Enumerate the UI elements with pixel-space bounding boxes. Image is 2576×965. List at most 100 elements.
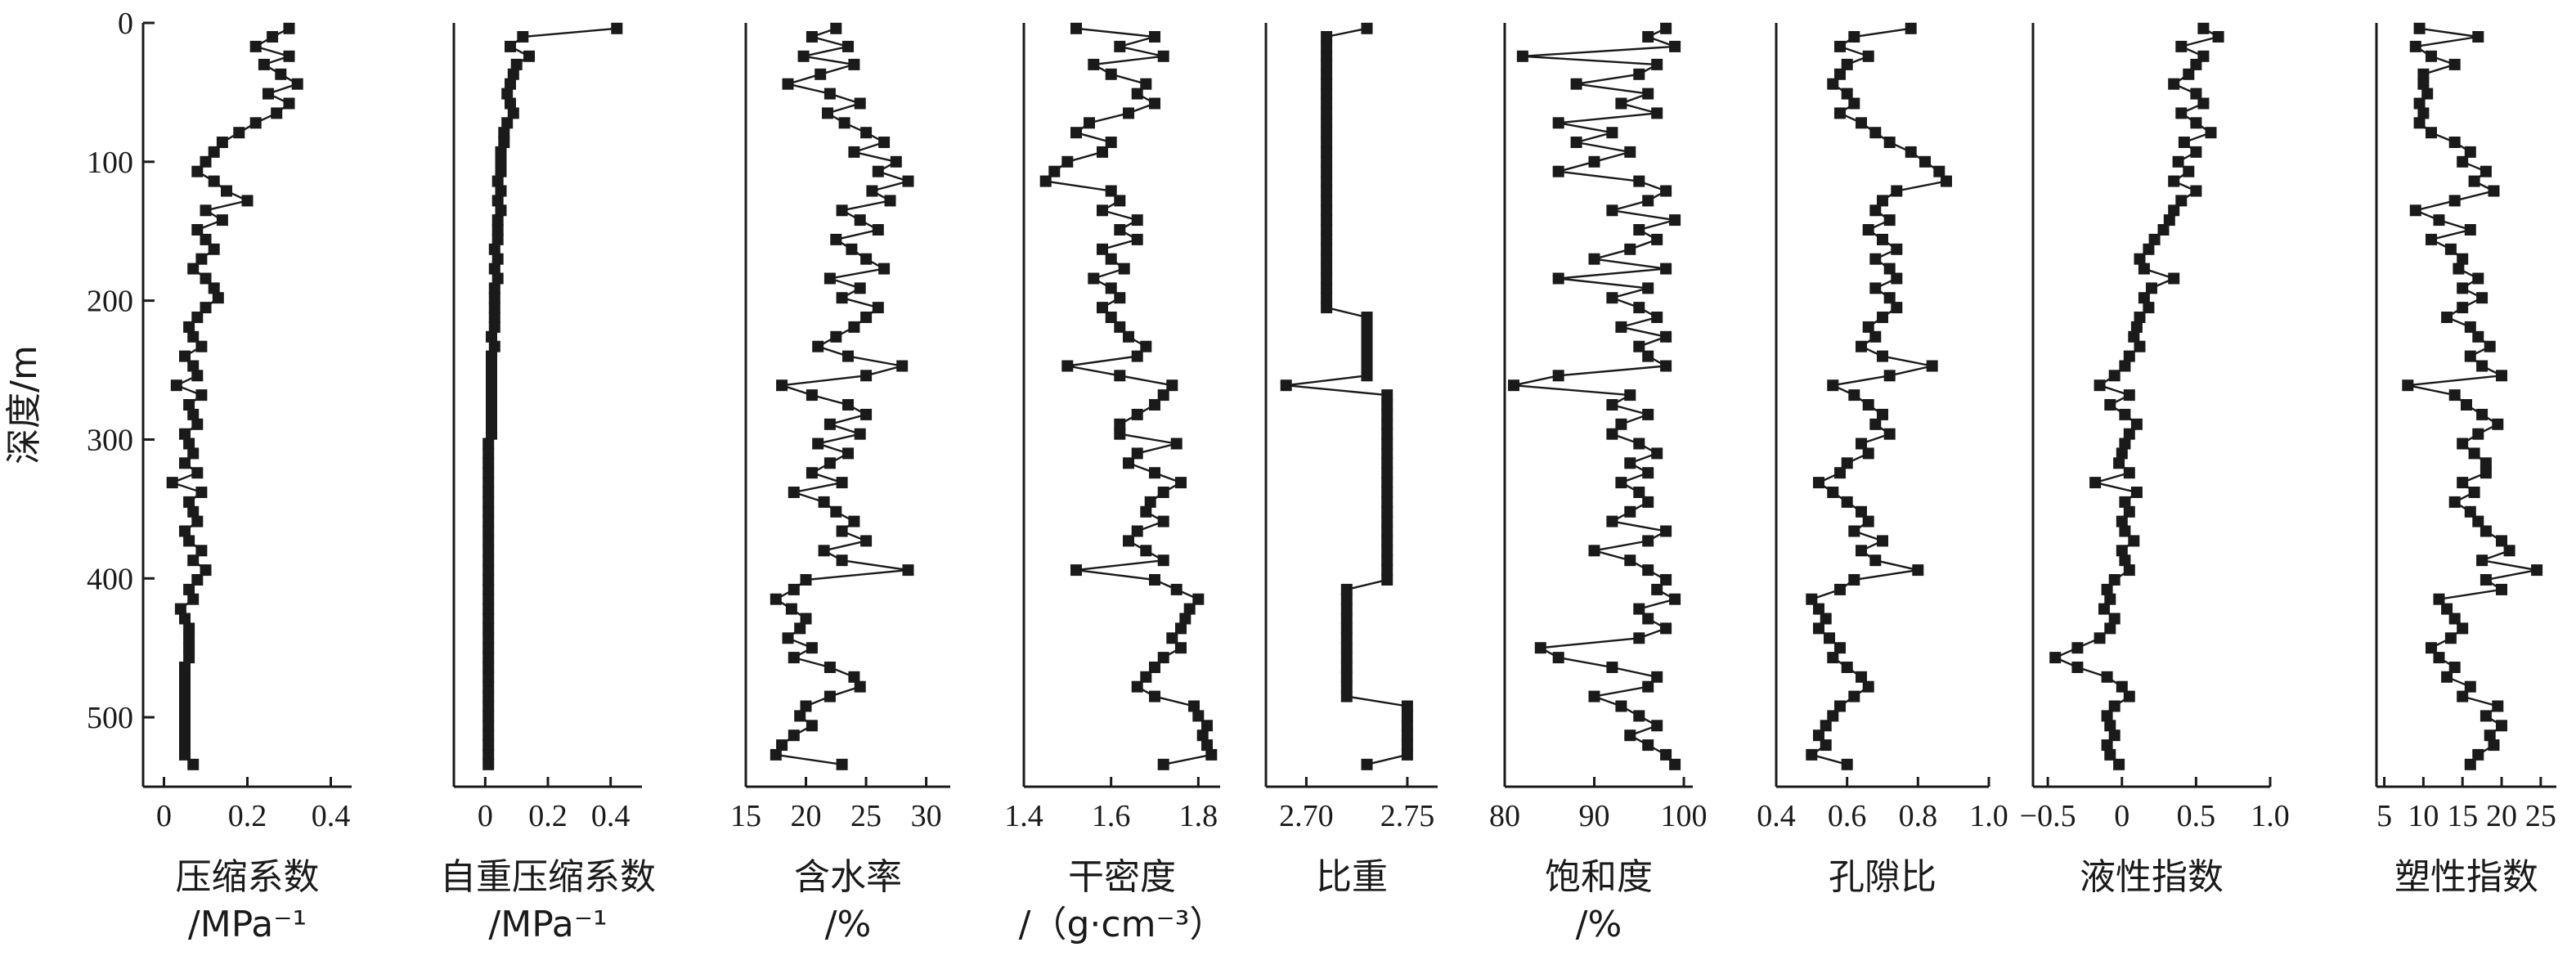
data-point [1651, 233, 1663, 245]
data-point [1615, 700, 1627, 712]
series-line [1513, 27, 1678, 765]
data-point [1877, 350, 1888, 362]
data-point [1401, 739, 1413, 752]
data-point [1552, 370, 1564, 382]
data-point [208, 146, 220, 158]
data-point [2148, 233, 2161, 245]
x-tick-label: 1.6 [1092, 799, 1131, 833]
data-point [221, 185, 232, 197]
data-point [1534, 642, 1546, 654]
panel-label: 自重压缩系数 [440, 856, 656, 898]
panel-unit-label: /% [1576, 904, 1622, 945]
data-point [2448, 662, 2461, 673]
data-point [1834, 700, 1846, 712]
data-point [1642, 739, 1654, 752]
data-point [486, 360, 497, 372]
data-point [1642, 535, 1654, 547]
data-point [212, 292, 224, 304]
data-point [1877, 233, 1888, 245]
data-point [505, 97, 516, 110]
data-point [848, 146, 860, 158]
data-point [2433, 214, 2445, 227]
data-point [2108, 574, 2120, 586]
data-point [1321, 195, 1333, 207]
data-point [1114, 321, 1126, 333]
data-point [1633, 438, 1645, 450]
data-point [482, 515, 495, 527]
data-point [1633, 302, 1645, 314]
data-point [1588, 155, 1600, 168]
data-point [1660, 574, 1672, 586]
data-point [1856, 117, 1867, 129]
data-point [1827, 710, 1839, 722]
data-point [836, 477, 848, 489]
data-point [611, 22, 623, 34]
data-point [2457, 477, 2469, 489]
data-point [1669, 593, 1681, 605]
data-point [860, 370, 873, 382]
data-point [179, 613, 191, 625]
data-point [482, 487, 495, 498]
data-point [1615, 97, 1627, 110]
data-point [1149, 662, 1160, 673]
data-point [1340, 593, 1353, 605]
data-point [2143, 302, 2155, 314]
data-point [842, 40, 854, 52]
data-point [2108, 729, 2120, 742]
data-point [1175, 622, 1187, 635]
data-point [830, 233, 842, 245]
data-point [482, 554, 495, 567]
data-point [1157, 50, 1169, 62]
data-point [2134, 340, 2146, 352]
data-point [482, 447, 495, 460]
data-point [1633, 68, 1645, 80]
data-point [1105, 253, 1117, 265]
x-tick-label: 0.2 [228, 799, 267, 833]
data-point [1841, 758, 1853, 770]
data-point [854, 97, 866, 110]
data-point [1088, 58, 1100, 70]
data-point [482, 574, 495, 586]
data-point [179, 428, 191, 440]
data-point [1381, 399, 1393, 411]
data-point [1856, 545, 1867, 557]
data-point [782, 78, 794, 90]
data-point [486, 370, 497, 382]
data-point [2134, 312, 2146, 323]
data-point [1196, 729, 1209, 742]
data-point [1361, 360, 1373, 372]
data-point [788, 487, 800, 498]
data-point [187, 330, 200, 343]
x-tick-label: 1.0 [2251, 799, 2290, 833]
data-point [482, 505, 495, 518]
series-line [1043, 27, 1214, 765]
data-point [1321, 137, 1333, 148]
data-point [1633, 487, 1645, 498]
data-point [1401, 748, 1413, 761]
data-point [806, 31, 818, 43]
data-point [283, 50, 295, 62]
data-point [1841, 496, 1853, 508]
data-point [2163, 214, 2175, 227]
data-point [1381, 477, 1393, 489]
data-point [1340, 613, 1353, 625]
data-point [1149, 399, 1160, 411]
data-point [2190, 185, 2202, 197]
x-tick-label: 0.2 [528, 799, 568, 833]
data-point [2457, 690, 2469, 702]
x-tick-label: 15 [2447, 799, 2478, 833]
data-point [195, 340, 208, 352]
data-point [2175, 40, 2188, 52]
data-point [1140, 78, 1152, 90]
data-point [1340, 583, 1353, 595]
data-point [1381, 389, 1393, 402]
data-point [1097, 204, 1108, 217]
data-point [848, 515, 860, 527]
data-point [1088, 272, 1100, 285]
data-point [1848, 574, 1860, 586]
x-tick-label: −0.5 [2020, 799, 2076, 833]
data-point [1877, 408, 1888, 420]
data-point [482, 613, 495, 625]
data-point [1827, 379, 1839, 392]
data-point [1669, 214, 1681, 227]
